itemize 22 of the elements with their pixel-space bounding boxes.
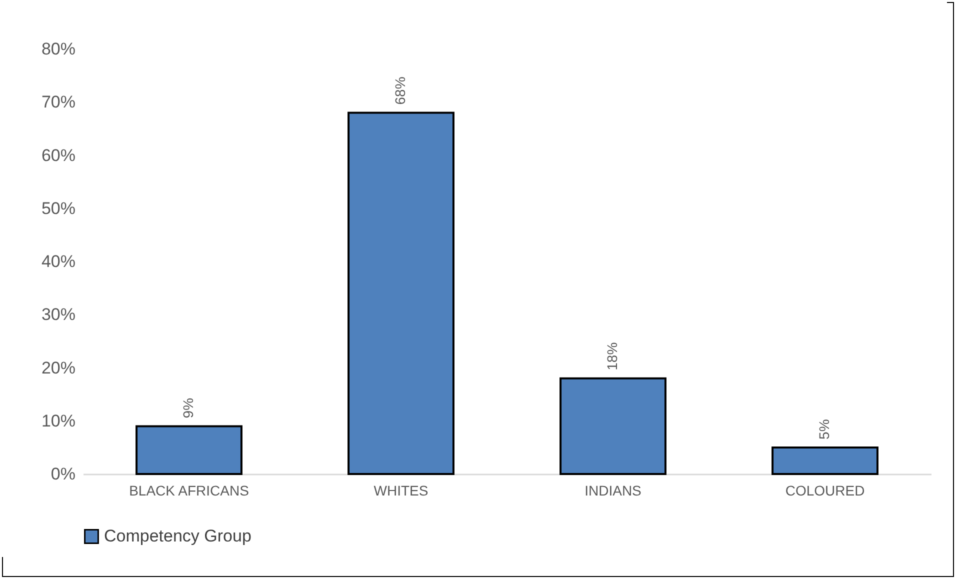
data-label: 5% [816, 419, 832, 440]
y-tick-label: 50% [41, 198, 76, 218]
x-tick-label: BLACK AFRICANS [129, 482, 249, 498]
data-label: 68% [392, 76, 408, 105]
x-tick-label: WHITES [374, 482, 428, 498]
bar [136, 425, 242, 475]
y-tick-label: 10% [41, 411, 76, 430]
y-tick-label: 60% [41, 146, 76, 165]
y-tick-label: 30% [41, 305, 76, 324]
y-tick-label: 40% [41, 252, 76, 271]
y-tick-label: 80% [41, 40, 76, 58]
x-tick-label: COLOURED [785, 482, 865, 498]
bar [348, 112, 454, 475]
y-tick-label: 20% [41, 358, 76, 378]
data-label: 18% [604, 342, 620, 370]
bar [772, 446, 878, 475]
x-tick-label: INDIANS [584, 482, 642, 498]
y-tick-label: 0% [50, 464, 76, 484]
legend-label: Competency Group [104, 526, 252, 546]
data-label: 9% [180, 398, 196, 418]
y-tick-label: 70% [41, 92, 76, 112]
bar [560, 377, 666, 475]
